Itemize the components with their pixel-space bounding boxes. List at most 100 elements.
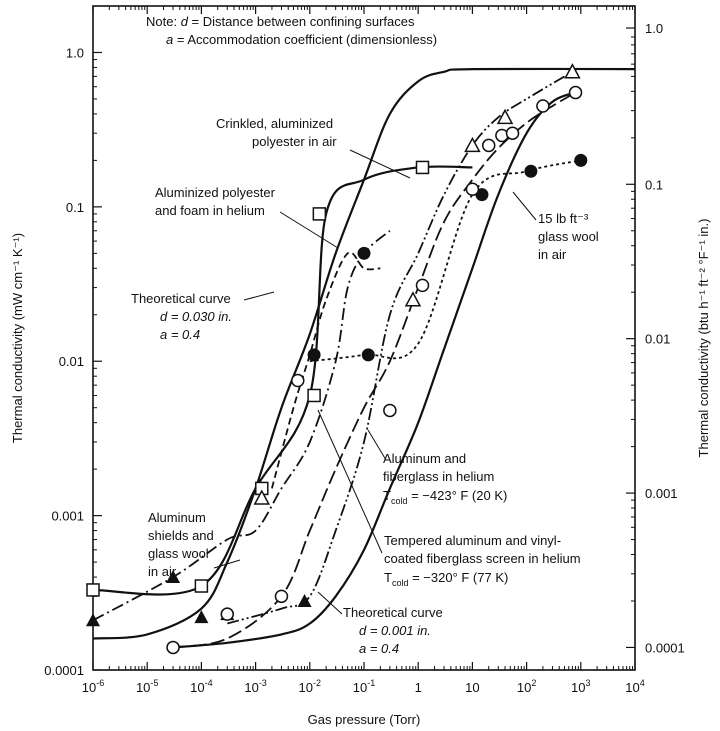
y-tick-labels-right: 0.0001 0.001 0.01 0.1 1.0 (645, 21, 685, 655)
label-tempered-line1: Tempered aluminum and vinyl- (384, 533, 561, 548)
leader-lines (213, 149, 537, 615)
x-tick-label: 103 (571, 678, 590, 695)
label-shields-line3: glass wool (148, 546, 209, 561)
marker-open-square (86, 583, 100, 597)
marker-open-triangle (464, 136, 481, 153)
marker-filled-triangle (166, 570, 181, 584)
leader-crinkled (349, 149, 411, 179)
y-tick-label-left: 0.01 (59, 354, 84, 369)
marker-open-triangle (404, 291, 422, 307)
label-theory-001-line3: a = 0.4 (359, 641, 399, 656)
y-axis-title-right: Thermal conductivity (btu h⁻¹ ft⁻² °F⁻¹ … (696, 219, 711, 458)
marker-open-circle (536, 99, 550, 113)
series-markers (86, 63, 588, 655)
series-curve-1 (173, 90, 582, 649)
label-fiberglass-line1: Aluminum and (383, 451, 466, 466)
x-tick-label: 10-1 (353, 678, 375, 695)
marker-open-circle (415, 278, 430, 293)
marker-open-circle (383, 403, 397, 418)
y-tick-label-right: 1.0 (645, 21, 663, 36)
x-tick-label: 1 (415, 680, 422, 695)
label-shields-line1: Aluminum (148, 510, 206, 525)
x-tick-label: 10-6 (82, 678, 104, 695)
axis-ticks (92, 5, 636, 671)
label-glasswool-line2: glass wool (538, 229, 599, 244)
note-line-1: Note: d = Distance between confining sur… (146, 14, 415, 29)
marker-filled-circle (307, 348, 321, 362)
series-curve-4 (92, 230, 391, 622)
y-tick-label-left: 0.001 (51, 509, 84, 524)
label-theory-001-line2: d = 0.001 in. (359, 623, 431, 638)
label-tempered-line2: coated fiberglass screen in helium (384, 551, 581, 566)
x-tick-label: 10-2 (299, 678, 321, 695)
leader-aluminized (279, 211, 339, 249)
label-aluminized-line2: and foam in helium (155, 203, 265, 218)
y-tick-label-right: 0.1 (645, 177, 663, 192)
series-curve-0 (92, 67, 636, 640)
marker-open-triangle (496, 108, 514, 125)
marker-open-circle (481, 138, 496, 153)
leader-theory-030 (243, 291, 275, 301)
x-tick-label: 10 (465, 680, 479, 695)
x-tick-labels: 10-6 10-5 10-4 10-3 10-2 10-1 1 10 102 103 104 (82, 678, 645, 695)
marker-open-circle (465, 182, 480, 197)
marker-open-square (415, 160, 430, 175)
marker-filled-triangle (194, 610, 209, 624)
x-tick-label: 10-4 (190, 678, 212, 695)
y-tick-label-left: 1.0 (66, 45, 84, 60)
series-curve-6 (227, 71, 573, 625)
label-fiberglass-line3: Tcold = −423° F (20 K) (383, 488, 507, 506)
y-tick-label-left: 0.1 (66, 200, 84, 215)
label-glasswool-line1: 15 lb ft⁻³ (538, 211, 589, 226)
leader-tempered (317, 409, 383, 554)
leader-fiberglass (367, 429, 387, 461)
y-tick-label-right: 0.001 (645, 486, 678, 501)
label-crinkled-line2: polyester in air (252, 134, 337, 149)
label-crinkled-line1: Crinkled, aluminized (216, 116, 333, 131)
x-tick-label: 102 (517, 678, 536, 695)
marker-filled-triangle (86, 613, 100, 627)
label-shields-line2: shields and (148, 528, 214, 543)
y-tick-label-right: 0.01 (645, 332, 670, 347)
y-tick-label-left: 0.0001 (44, 663, 84, 678)
marker-open-circle (291, 373, 305, 388)
marker-open-circle (220, 607, 235, 621)
y-tick-label-right: 0.0001 (645, 640, 685, 655)
label-aluminized-line1: Aluminized polyester (155, 185, 276, 200)
label-glasswool-line3: in air (538, 247, 567, 262)
label-shields-line4: in air (148, 564, 177, 579)
marker-open-square (312, 207, 327, 221)
label-fiberglass-line2: fiberglass in helium (383, 469, 494, 484)
y-axis-title-left: Thermal conductivity (mW cm⁻¹ K⁻¹) (10, 233, 25, 443)
marker-open-triangle (253, 489, 271, 505)
marker-open-triangle (564, 63, 581, 79)
marker-filled-triangle (297, 593, 312, 607)
x-tick-label: 10-3 (244, 678, 266, 695)
leader-glasswool (512, 191, 537, 221)
note-line-2: a = Accommodation coefficient (dimension… (166, 32, 437, 47)
x-tick-label: 10-5 (136, 678, 158, 695)
label-tempered-line3: Tcold = −320° F (77 K) (384, 570, 508, 588)
series-curve-5 (172, 91, 576, 649)
marker-open-circle (568, 85, 583, 100)
marker-open-circle (274, 589, 289, 604)
marker-filled-circle (574, 153, 588, 167)
marker-open-circle (166, 640, 180, 655)
label-theory-001-line1: Theoretical curve (343, 605, 443, 620)
label-theory-030-line2: d = 0.030 in. (160, 309, 232, 324)
x-tick-label: 104 (625, 678, 644, 695)
marker-filled-circle (361, 348, 375, 362)
marker-open-square (307, 388, 321, 403)
marker-open-square (194, 579, 209, 593)
label-theory-030-line1: Theoretical curve (131, 291, 231, 306)
leader-theory-001 (317, 591, 343, 615)
marker-open-circle (505, 126, 520, 140)
marker-filled-circle (524, 164, 538, 178)
label-theory-030-line3: a = 0.4 (160, 327, 200, 342)
marker-filled-circle (357, 246, 371, 260)
series-curve-3 (271, 251, 381, 489)
y-tick-labels-left: 0.0001 0.001 0.01 0.1 1.0 (44, 45, 84, 678)
x-axis-title: Gas pressure (Torr) (308, 712, 421, 727)
leader-shields (213, 559, 241, 569)
